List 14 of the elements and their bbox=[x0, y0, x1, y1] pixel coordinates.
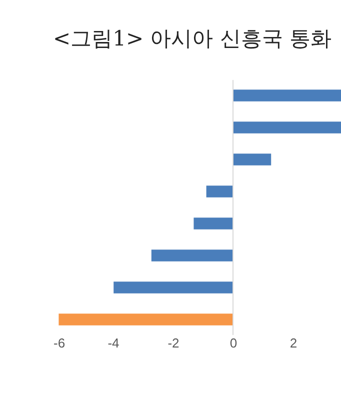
x-tick-label: -4 bbox=[108, 336, 120, 350]
x-tick-label: -6 bbox=[54, 336, 66, 350]
bar bbox=[233, 122, 341, 134]
bar bbox=[114, 282, 233, 294]
bar bbox=[233, 154, 272, 166]
bar bbox=[233, 90, 341, 102]
chart-title: <그림1> 아시아 신흥국 통화 bbox=[53, 26, 332, 50]
bar bbox=[151, 250, 233, 262]
x-tick-label: 0 bbox=[230, 336, 238, 350]
x-tick-label: 2 bbox=[290, 336, 298, 350]
bar bbox=[58, 314, 233, 326]
bar bbox=[206, 186, 233, 198]
x-tick-label: -2 bbox=[168, 336, 180, 350]
bar bbox=[194, 218, 233, 230]
